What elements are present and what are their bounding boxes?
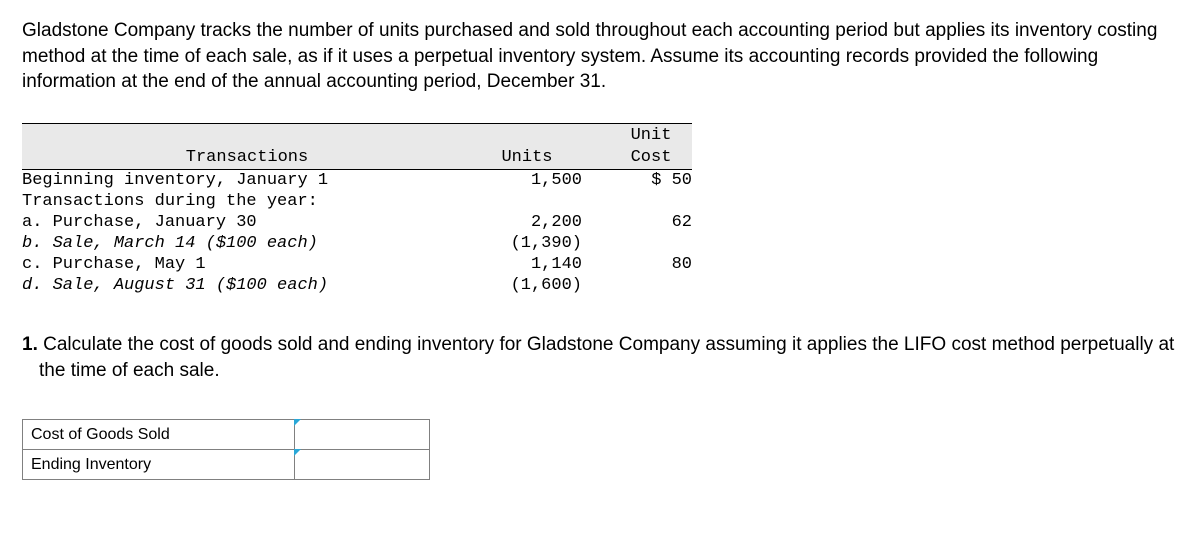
header-row-1: Unit xyxy=(22,123,692,147)
row-cost: 80 xyxy=(610,254,692,275)
row-label: Transactions during the year: xyxy=(22,191,472,212)
row-units xyxy=(472,191,610,212)
row-units: 1,140 xyxy=(472,254,610,275)
table-row: a. Purchase, January 30 2,200 62 xyxy=(22,212,692,233)
question-number: 1. xyxy=(22,334,38,355)
row-cost: $ 50 xyxy=(610,169,692,191)
cost-header: Cost xyxy=(610,147,692,170)
row-label: a. Purchase, January 30 xyxy=(22,212,472,233)
row-label: b. Sale, March 14 ($100 each) xyxy=(22,233,472,254)
unit-header: Unit xyxy=(610,123,692,147)
row-units: (1,390) xyxy=(472,233,610,254)
answer-row: Ending Inventory xyxy=(23,450,430,480)
table-row: b. Sale, March 14 ($100 each) (1,390) xyxy=(22,233,692,254)
question-body: Calculate the cost of goods sold and end… xyxy=(39,334,1174,381)
units-header: Units xyxy=(472,147,610,170)
table-row: Transactions during the year: xyxy=(22,191,692,212)
row-label: d. Sale, August 31 ($100 each) xyxy=(22,275,472,296)
header-row-2: Transactions Units Cost xyxy=(22,147,692,170)
input-marker-icon xyxy=(294,419,301,426)
transactions-header: Transactions xyxy=(22,147,472,170)
answer-row: Cost of Goods Sold xyxy=(23,420,430,450)
question-text: 1. Calculate the cost of goods sold and … xyxy=(39,332,1178,383)
answer-table: Cost of Goods Sold Ending Inventory xyxy=(22,419,430,480)
row-units: (1,600) xyxy=(472,275,610,296)
row-cost xyxy=(610,275,692,296)
answer-input-ending-inventory[interactable] xyxy=(295,450,430,480)
row-label: c. Purchase, May 1 xyxy=(22,254,472,275)
input-marker-icon xyxy=(294,449,301,456)
answer-label: Cost of Goods Sold xyxy=(23,420,295,450)
transactions-table: Unit Transactions Units Cost Beginning i… xyxy=(22,123,692,296)
table-row: Beginning inventory, January 1 1,500 $ 5… xyxy=(22,169,692,191)
row-cost: 62 xyxy=(610,212,692,233)
answer-input-cogs[interactable] xyxy=(295,420,430,450)
row-units: 2,200 xyxy=(472,212,610,233)
row-units: 1,500 xyxy=(472,169,610,191)
answer-label: Ending Inventory xyxy=(23,450,295,480)
table-row: d. Sale, August 31 ($100 each) (1,600) xyxy=(22,275,692,296)
row-label: Beginning inventory, January 1 xyxy=(22,169,472,191)
intro-paragraph: Gladstone Company tracks the number of u… xyxy=(22,18,1178,95)
row-cost xyxy=(610,191,692,212)
table-row: c. Purchase, May 1 1,140 80 xyxy=(22,254,692,275)
row-cost xyxy=(610,233,692,254)
